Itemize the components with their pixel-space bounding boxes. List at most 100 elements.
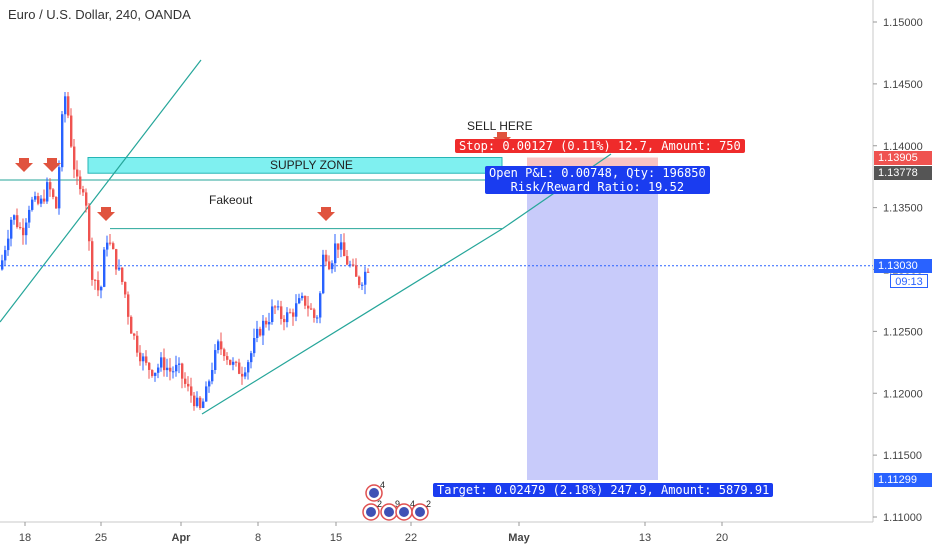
candle-body xyxy=(286,312,289,323)
candle-body xyxy=(166,367,169,371)
candle-body xyxy=(115,249,118,270)
event-flag-icon xyxy=(366,507,376,517)
candle-body xyxy=(328,261,331,270)
price-tick-label: 1.11500 xyxy=(883,450,922,462)
pnl-line: Open P&L: 0.00748, Qty: 196850 xyxy=(489,166,706,180)
candle-body xyxy=(202,401,205,408)
countdown-box: 09:13 xyxy=(890,273,928,288)
candle-body xyxy=(46,182,49,202)
candle-body xyxy=(19,227,22,229)
event-flag-icon xyxy=(384,507,394,517)
candle-body xyxy=(346,256,349,265)
target-price-box: 1.11299 xyxy=(874,472,932,487)
candle-body xyxy=(268,321,271,325)
candle-body xyxy=(28,209,31,223)
pnl-label-tag: Open P&L: 0.00748, Qty: 196850 Risk/Rewar… xyxy=(485,166,710,194)
candle-body xyxy=(124,281,127,295)
candle-body xyxy=(349,264,352,266)
price-tick-label: 1.14500 xyxy=(883,79,923,91)
candle-body xyxy=(271,306,274,322)
candle-body xyxy=(34,196,37,200)
candle-body xyxy=(238,362,241,374)
time-tick-label: Apr xyxy=(172,532,192,544)
candle-body xyxy=(295,303,298,317)
candle-body xyxy=(289,312,292,314)
candle-body xyxy=(154,372,157,376)
candle-body xyxy=(169,367,172,372)
candle-body xyxy=(79,176,82,190)
price-tick-label: 1.15000 xyxy=(883,17,923,29)
candle-body xyxy=(133,333,136,336)
candle-body xyxy=(175,364,178,372)
profit-target-zone xyxy=(527,173,658,480)
candle-body xyxy=(160,357,163,368)
candle-body xyxy=(163,357,166,371)
time-tick-label: 18 xyxy=(19,532,31,544)
down-arrow-icon xyxy=(97,207,115,221)
candle-body xyxy=(337,243,340,250)
time-tick-label: 15 xyxy=(330,532,342,544)
event-count-label: 2 xyxy=(377,499,382,509)
candle-body xyxy=(256,328,259,339)
candle-body xyxy=(292,312,295,317)
candle-body xyxy=(121,267,124,282)
candle-body xyxy=(97,280,100,291)
candle-body xyxy=(325,254,328,262)
stop-price-box: 1.13905 xyxy=(874,150,932,165)
candle-body xyxy=(22,227,25,236)
chart-title: Euro / U.S. Dollar, 240, OANDA xyxy=(8,7,191,22)
candle-body xyxy=(223,349,226,357)
candle-body xyxy=(16,215,19,228)
candle-body xyxy=(322,254,325,294)
candle-body xyxy=(301,295,304,299)
candle-body xyxy=(316,317,319,319)
candle-body xyxy=(145,356,148,363)
candle-body xyxy=(52,189,55,198)
candle-body xyxy=(157,367,160,373)
candle-body xyxy=(181,363,184,379)
candle-body xyxy=(40,198,43,204)
event-count-label: 4 xyxy=(410,499,415,509)
candle-body xyxy=(232,361,235,365)
event-flag-icon xyxy=(369,488,379,498)
candle-body xyxy=(253,338,256,354)
candle-body xyxy=(64,96,67,115)
candle-body xyxy=(220,341,223,350)
candle-body xyxy=(178,363,181,365)
time-tick-label: 13 xyxy=(639,532,651,544)
candle-body xyxy=(151,369,154,376)
candle-body xyxy=(205,386,208,402)
candle-body xyxy=(112,243,115,250)
candle-body xyxy=(283,318,286,323)
price-tick-label: 1.11000 xyxy=(883,512,922,524)
candle-body xyxy=(313,309,316,318)
candle-body xyxy=(25,222,28,236)
candle-body xyxy=(214,350,217,370)
candle-body xyxy=(67,96,70,116)
candle-body xyxy=(187,383,190,387)
supply-zone-rect xyxy=(87,157,503,174)
event-count-label: 4 xyxy=(380,480,385,490)
event-flag-icon xyxy=(399,507,409,517)
event-count-label: 9 xyxy=(395,499,400,509)
candle-body xyxy=(61,114,64,168)
time-tick-label: 8 xyxy=(255,532,261,544)
candle-body xyxy=(259,328,262,336)
candle-body xyxy=(148,362,151,370)
candle-body xyxy=(319,293,322,318)
candle-body xyxy=(1,260,4,270)
time-tick-label: 25 xyxy=(95,532,107,544)
candle-body xyxy=(241,373,244,377)
candle-body xyxy=(82,189,85,193)
candle-body xyxy=(334,243,337,264)
candle-body xyxy=(103,249,106,287)
candle-body xyxy=(196,397,199,407)
candle-body xyxy=(367,271,370,273)
candle-body xyxy=(280,306,283,319)
candle-body xyxy=(7,238,10,251)
candles-group xyxy=(1,91,370,411)
candle-body xyxy=(13,215,16,220)
candle-body xyxy=(37,196,40,204)
candle-body xyxy=(193,395,196,407)
